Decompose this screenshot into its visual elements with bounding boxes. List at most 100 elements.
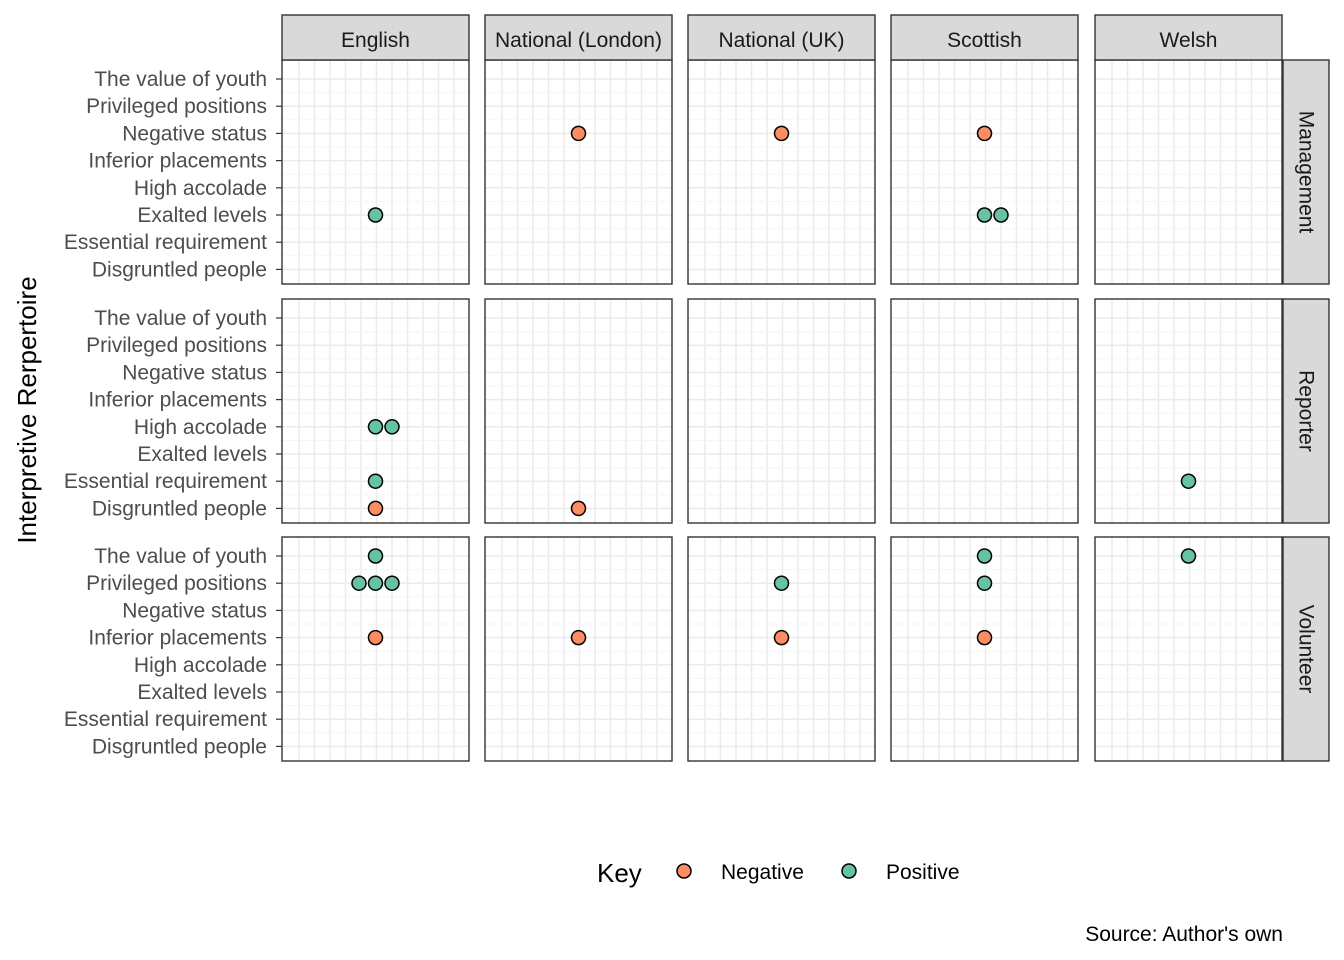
panel-border <box>1094 536 1283 762</box>
panel-border <box>281 536 470 762</box>
panel-reporter-welsh <box>1094 298 1283 524</box>
legend-key-positive-marker <box>841 863 857 879</box>
panel-reporter-english <box>281 298 470 524</box>
legend: Key Negative Positive <box>597 858 960 888</box>
panel-border <box>281 298 470 524</box>
point-positive <box>384 575 400 591</box>
point-positive <box>1180 548 1197 564</box>
source-caption: Source: Author's own <box>1085 923 1283 946</box>
row-strips: Management Reporter Volunteer <box>1282 59 1330 762</box>
panel-background <box>891 299 1078 523</box>
panel-background <box>282 537 469 761</box>
panel-background <box>485 60 672 284</box>
panel-management-scottish <box>890 59 1079 285</box>
y-tick-label: High accolade <box>134 177 267 200</box>
y-tick-label: Disgruntled people <box>92 497 267 520</box>
y-tick-label: Disgruntled people <box>92 258 267 281</box>
panel-border <box>890 536 1079 762</box>
panel-background <box>282 299 469 523</box>
y-axis-title: Interpretive Rerpertoire <box>12 276 42 543</box>
panel-management-welsh <box>1094 59 1283 285</box>
y-tick-label: High accolade <box>134 416 267 439</box>
y-tick-label: Inferior placements <box>88 389 267 412</box>
points-layer <box>351 125 1197 646</box>
col-strip-label: English <box>341 29 410 52</box>
point-positive <box>773 575 790 591</box>
panel-border <box>484 298 673 524</box>
point-negative <box>367 500 384 517</box>
y-tick-label: Exalted levels <box>137 443 267 466</box>
point-positive <box>976 548 993 564</box>
legend-label-negative: Negative <box>721 861 804 884</box>
panel-border <box>687 298 876 524</box>
row-strip-management <box>1282 59 1330 285</box>
panel-background <box>688 299 875 523</box>
point-positive <box>993 207 1009 223</box>
panel-management-national-london <box>484 59 673 285</box>
panel-background <box>1095 537 1282 761</box>
col-strip-label: Welsh <box>1160 29 1218 52</box>
point-negative <box>367 629 384 646</box>
row-strip-label: Reporter <box>1295 370 1318 452</box>
panel-reporter-national-uk <box>687 298 876 524</box>
y-tick-label: Negative status <box>122 599 267 622</box>
y-tick-label: The value of youth <box>94 68 267 91</box>
legend-label-positive: Positive <box>886 861 960 884</box>
point-positive <box>367 548 384 564</box>
point-positive <box>367 473 384 489</box>
y-tick-label: Privileged positions <box>86 334 267 357</box>
panel-volunteer-national-uk <box>687 536 876 762</box>
point-negative <box>570 125 587 142</box>
point-positive <box>976 575 993 591</box>
col-strip-label: Scottish <box>947 29 1022 52</box>
panel-background <box>485 299 672 523</box>
y-tick-label: Exalted levels <box>137 204 267 227</box>
point-negative <box>773 629 790 646</box>
y-tick-labels: The value of youth Privileged positions Ne… <box>64 68 282 758</box>
y-tick-label: Essential requirement <box>64 231 267 254</box>
col-strip-english <box>281 14 470 61</box>
y-tick-label: Privileged positions <box>86 95 267 118</box>
y-tick-label: The value of youth <box>94 307 267 330</box>
point-positive <box>367 575 384 591</box>
panel-volunteer-english <box>281 536 470 762</box>
legend-key-negative-marker <box>676 863 692 879</box>
panel-management-english <box>281 59 470 285</box>
panel-management-national-uk <box>687 59 876 285</box>
panel-background <box>1095 299 1282 523</box>
row-strip-label: Management <box>1295 111 1318 234</box>
point-positive <box>367 419 384 435</box>
panel-volunteer-welsh <box>1094 536 1283 762</box>
row-strip-volunteer <box>1282 536 1330 762</box>
col-strip-national-london <box>484 14 673 61</box>
panel-border <box>687 536 876 762</box>
y-tick-label: Inferior placements <box>88 627 267 650</box>
col-strip-label: National (UK) <box>718 29 844 52</box>
column-strips: English National (London) National (UK) Sco… <box>281 14 1283 61</box>
panel-border <box>484 536 673 762</box>
panel-background <box>688 537 875 761</box>
point-negative <box>976 125 993 142</box>
panel-background <box>282 60 469 284</box>
panel-border <box>1094 298 1283 524</box>
y-tick-label: The value of youth <box>94 545 267 568</box>
point-positive <box>384 419 400 435</box>
panels-layer <box>281 59 1283 762</box>
panel-background <box>688 60 875 284</box>
col-strip-welsh <box>1094 14 1283 61</box>
y-tick-label: Negative status <box>122 122 267 145</box>
panel-background <box>891 60 1078 284</box>
y-tick-label: Privileged positions <box>86 572 267 595</box>
panel-background <box>1095 60 1282 284</box>
col-strip-scottish <box>890 14 1079 61</box>
point-positive <box>976 207 993 223</box>
point-positive <box>351 575 367 591</box>
panel-reporter-scottish <box>890 298 1079 524</box>
panel-volunteer-scottish <box>890 536 1079 762</box>
point-negative <box>976 629 993 646</box>
row-strip-label: Volunteer <box>1295 605 1318 694</box>
y-tick-label: High accolade <box>134 654 267 677</box>
panel-volunteer-national-london <box>484 536 673 762</box>
y-tick-label: Exalted levels <box>137 681 267 704</box>
